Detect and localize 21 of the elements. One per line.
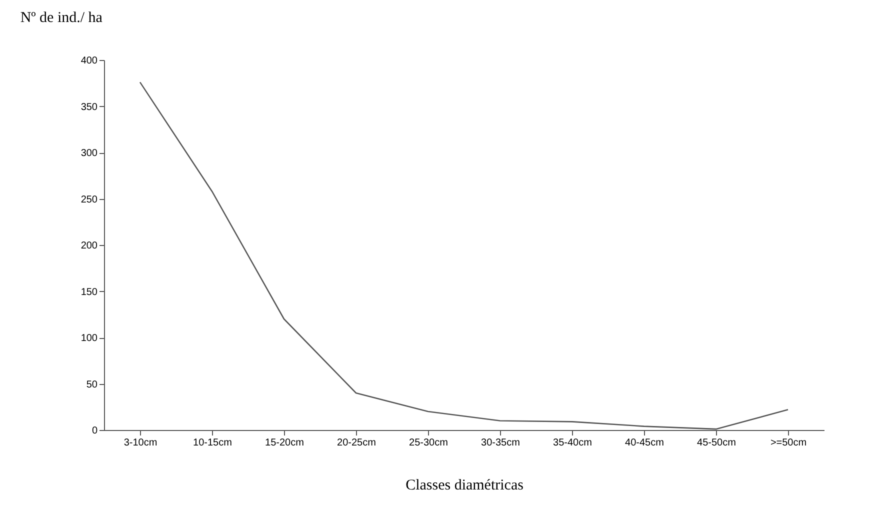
- x-tick-label: 3-10cm: [124, 438, 158, 448]
- y-tick-label: 100: [80, 333, 98, 344]
- x-tick-label: 30-35cm: [481, 438, 520, 448]
- y-tick-label: 150: [80, 286, 98, 298]
- y-tick-label: 350: [80, 102, 98, 113]
- y-tick-label: 200: [80, 240, 98, 252]
- y-axis-title: Nº de ind./ ha: [20, 10, 103, 26]
- x-axis-title: Classes diamétricas: [406, 478, 524, 494]
- x-tick-label: 20-25cm: [337, 438, 376, 448]
- y-tick-label: 50: [86, 379, 98, 390]
- y-tick-label: 400: [80, 56, 98, 66]
- x-tick-label: 10-15cm: [193, 438, 232, 448]
- y-tick-label: 0: [92, 426, 98, 436]
- x-tick-label: 40-45cm: [625, 438, 664, 448]
- x-tick-label: >=50cm: [770, 438, 807, 448]
- y-tick-label: 250: [80, 194, 98, 206]
- x-tick-label: 25-30cm: [409, 438, 448, 448]
- y-tick-label: 300: [80, 148, 98, 159]
- x-tick-label: 35-40cm: [553, 438, 592, 448]
- x-tick-label: 45-50cm: [697, 438, 736, 448]
- x-tick-label: 15-20cm: [265, 438, 304, 448]
